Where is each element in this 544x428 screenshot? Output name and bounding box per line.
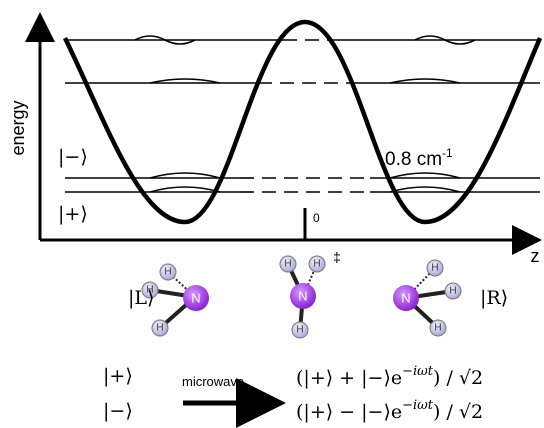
final-state: (|+⟩ − |−⟩e−iωt) / √2 [296,398,483,423]
final-state-tail: ) / √2 [433,401,483,423]
energy-levels [65,35,540,193]
y-axis-label: energy [8,100,28,155]
splitting-exponent: -1 [442,146,453,160]
atom-label: H [156,323,163,334]
atom-label: N [401,291,410,306]
state-label: |R⟩ [480,287,508,309]
splitting-label: 0.8 cm-1 [385,146,453,170]
level-label: |−⟩ [58,146,88,168]
splitting-value: 0.8 cm [385,149,442,170]
transition-state-mark: ‡ [333,249,341,265]
atom-label: N [298,289,307,304]
molecule-middle: H H H N [279,255,326,339]
final-state-text: (|+⟩ − |−⟩e [296,401,402,423]
molecule-left: H H H N [141,263,209,337]
final-state-exponent: −iωt [402,364,434,379]
atom-label: N [191,291,200,306]
transition-label: microwave [182,374,244,389]
state-label: |L⟩ [128,287,154,309]
potential-curve [62,19,543,225]
atom-label: H [284,259,291,270]
final-state-exponent: −iωt [402,398,434,413]
atom-label: H [296,325,303,336]
final-state: (|+⟩ + |−⟩e−iωt) / √2 [296,364,483,389]
atom-label: H [146,285,153,296]
initial-state: |+⟩ [103,365,133,387]
atom-label: H [164,267,171,278]
molecule-right: H H H N [393,259,462,337]
x-axis-label: z [531,246,540,266]
level-label: |+⟩ [58,203,88,225]
atom-label: H [431,263,438,274]
atom-label: H [313,259,320,270]
initial-state: |−⟩ [103,400,133,422]
atom-label: H [449,286,456,297]
origin-label: 0 [313,211,320,225]
final-state-text: (|+⟩ + |−⟩e [296,367,402,389]
final-state-tail: ) / √2 [433,367,483,389]
atom-label: H [434,323,441,334]
